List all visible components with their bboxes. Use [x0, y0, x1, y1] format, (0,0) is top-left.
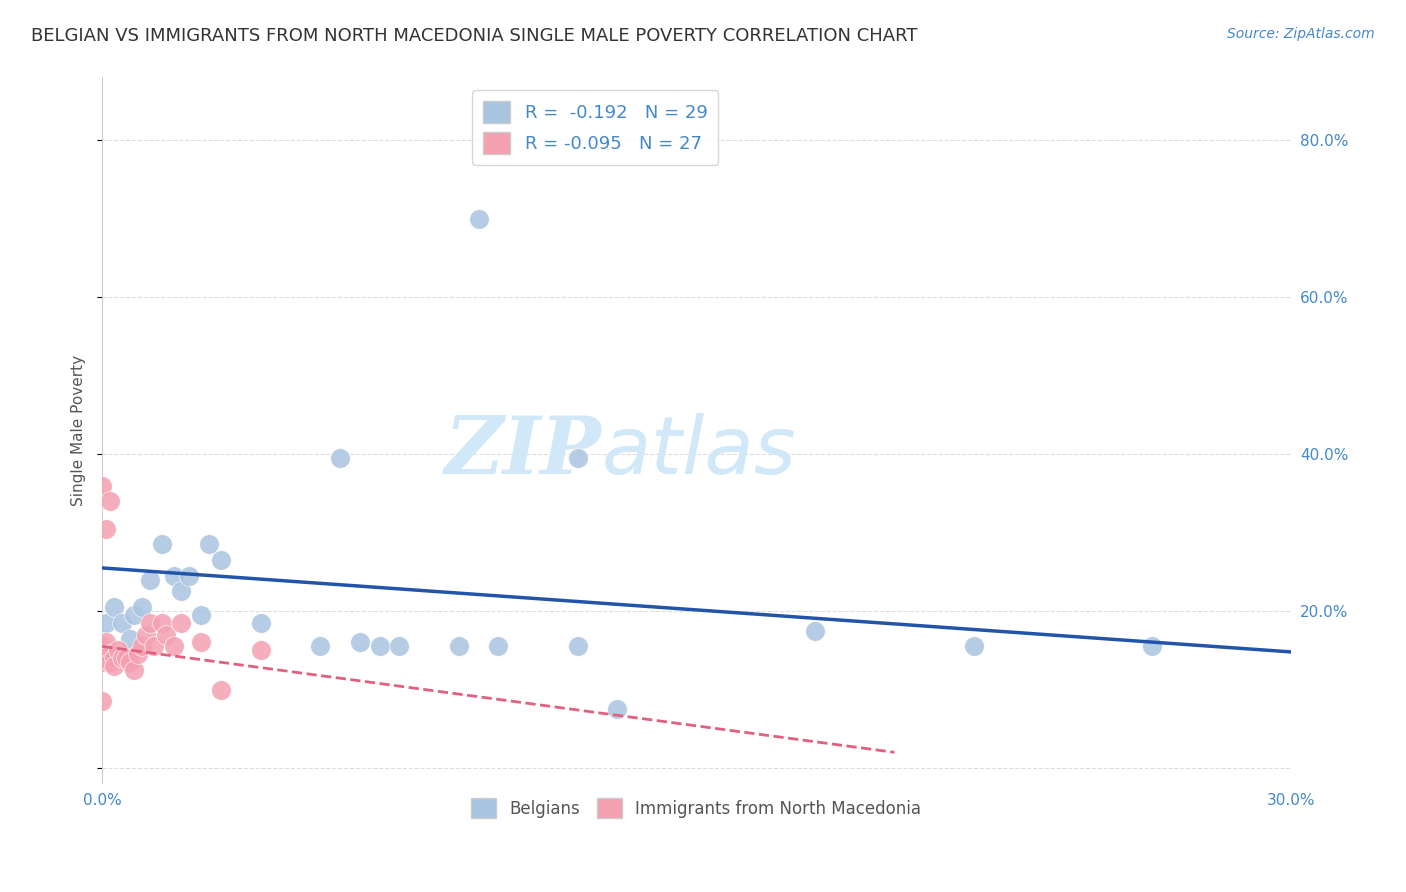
Point — [103, 600, 125, 615]
Point — [103, 651, 125, 665]
Point — [122, 607, 145, 622]
Point — [96, 522, 118, 536]
Legend: Belgians, Immigrants from North Macedonia: Belgians, Immigrants from North Macedoni… — [465, 791, 928, 825]
Point — [606, 702, 628, 716]
Point — [170, 615, 193, 630]
Point — [467, 211, 489, 226]
Point — [486, 640, 509, 654]
Point — [91, 694, 114, 708]
Point — [963, 640, 986, 654]
Point — [111, 651, 134, 665]
Point — [135, 627, 157, 641]
Point — [170, 584, 193, 599]
Point — [131, 640, 153, 654]
Y-axis label: Single Male Poverty: Single Male Poverty — [72, 355, 86, 506]
Point — [249, 615, 271, 630]
Point — [98, 655, 121, 669]
Point — [91, 478, 114, 492]
Point — [127, 647, 149, 661]
Point — [162, 568, 184, 582]
Point — [209, 682, 232, 697]
Point — [155, 627, 177, 641]
Point — [567, 640, 589, 654]
Point — [118, 632, 141, 646]
Point — [96, 615, 118, 630]
Point — [567, 451, 589, 466]
Point — [249, 643, 271, 657]
Point — [190, 607, 212, 622]
Text: BELGIAN VS IMMIGRANTS FROM NORTH MACEDONIA SINGLE MALE POVERTY CORRELATION CHART: BELGIAN VS IMMIGRANTS FROM NORTH MACEDON… — [31, 27, 918, 45]
Point — [122, 663, 145, 677]
Point — [107, 643, 129, 657]
Point — [349, 635, 371, 649]
Point — [111, 615, 134, 630]
Point — [131, 600, 153, 615]
Point — [96, 647, 118, 661]
Point — [150, 537, 173, 551]
Point — [139, 573, 162, 587]
Point — [209, 553, 232, 567]
Point — [162, 640, 184, 654]
Point — [115, 651, 138, 665]
Point — [98, 647, 121, 661]
Text: ZIP: ZIP — [444, 413, 602, 491]
Point — [96, 635, 118, 649]
Point — [91, 655, 114, 669]
Point — [150, 615, 173, 630]
Point — [804, 624, 827, 638]
Point — [309, 640, 332, 654]
Point — [388, 640, 411, 654]
Point — [368, 640, 391, 654]
Text: atlas: atlas — [602, 413, 796, 491]
Point — [329, 451, 352, 466]
Point — [98, 494, 121, 508]
Point — [190, 635, 212, 649]
Point — [118, 655, 141, 669]
Point — [91, 647, 114, 661]
Point — [91, 640, 114, 654]
Point — [198, 537, 221, 551]
Text: Source: ZipAtlas.com: Source: ZipAtlas.com — [1227, 27, 1375, 41]
Point — [447, 640, 470, 654]
Point — [1140, 640, 1163, 654]
Point — [103, 659, 125, 673]
Point — [142, 640, 165, 654]
Point — [139, 615, 162, 630]
Point — [179, 568, 201, 582]
